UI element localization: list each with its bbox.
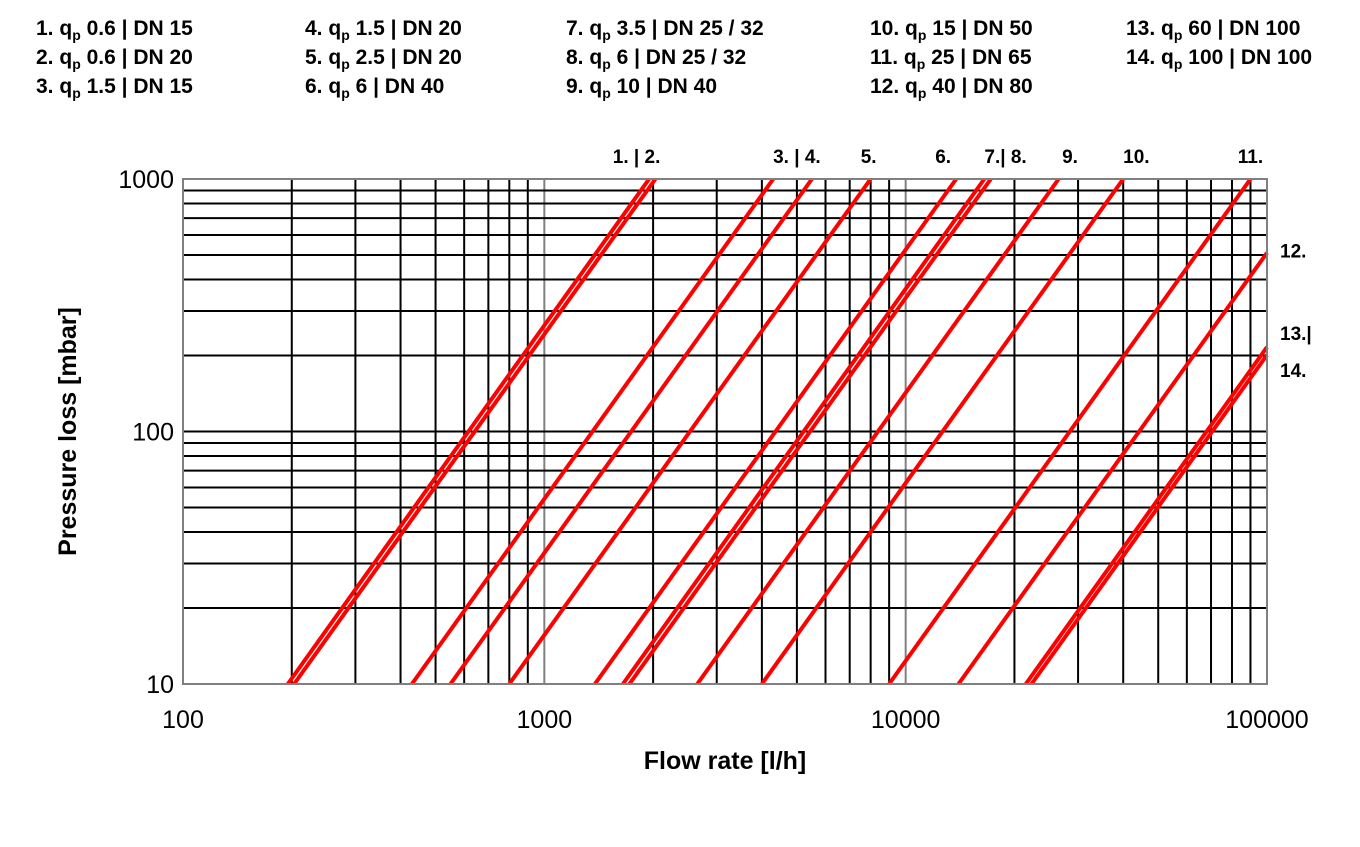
- series-line-8: [627, 177, 993, 686]
- series-line-13: [1024, 345, 1269, 686]
- axis-ticks: 100 1000 10000 100000 10 100 1000: [118, 166, 1308, 734]
- legend-item: 13. qp 60 | DN 100: [1126, 17, 1301, 43]
- legend-column-2: 4. qp 1.5 | DN 20 5. qp 2.5 | DN 20 6. q…: [305, 14, 462, 101]
- legend-item: 10. qp 15 | DN 50: [870, 17, 1033, 43]
- legend-item: 8. qp 6 | DN 25 / 32: [566, 46, 747, 72]
- series-line-4: [448, 177, 814, 686]
- legend-item: 2. qp 0.6 | DN 20: [36, 46, 193, 72]
- series-line-7: [621, 177, 986, 686]
- legend-item: 7. qp 3.5 | DN 25 / 32: [566, 17, 764, 43]
- curve-label: 12.: [1280, 242, 1306, 263]
- legend-column-1: 1. qp 0.6 | DN 15 2. qp 0.6 | DN 20 3. q…: [36, 14, 193, 101]
- legend-item: 3. qp 1.5 | DN 15: [36, 75, 193, 101]
- series-line-6: [593, 177, 958, 686]
- x-axis-title: Flow rate [l/h]: [644, 747, 807, 775]
- legend-item: 5. qp 2.5 | DN 20: [305, 46, 462, 72]
- series-line-10: [760, 177, 1125, 686]
- legend-item: 6. qp 6 | DN 40: [305, 75, 445, 101]
- legend-item: 14. qp 100 | DN 100: [1126, 46, 1313, 72]
- y-axis-title: Pressure loss [mbar]: [54, 307, 82, 556]
- curve-label: 11.: [1238, 147, 1263, 168]
- series-line-1: [286, 177, 651, 686]
- curve-label: 10.: [1123, 147, 1149, 168]
- y-tick-label: 10: [146, 671, 174, 699]
- curve-label: 13.|: [1280, 324, 1312, 345]
- legend-item: 9. qp 10 | DN 40: [566, 75, 718, 101]
- series-line-9: [695, 177, 1061, 686]
- legend-column-3: 7. qp 3.5 | DN 25 / 32 8. qp 6 | DN 25 /…: [566, 14, 764, 101]
- series-line-12: [956, 251, 1269, 686]
- plot-area-border: [182, 178, 1268, 685]
- curve-label: 6.: [935, 147, 951, 168]
- curve-label: 1. | 2.: [613, 147, 661, 168]
- legend-item: 12. qp 40 | DN 80: [870, 75, 1033, 101]
- y-tick-label: 100: [132, 419, 174, 447]
- x-tick-label: 1000: [517, 706, 573, 734]
- curve-label: 3. | 4.: [773, 147, 821, 168]
- series-line-3: [410, 177, 775, 686]
- curve-label: 7.| 8.: [984, 147, 1026, 168]
- x-tick-label: 100: [162, 706, 204, 734]
- series-line-14: [1029, 353, 1269, 686]
- series-layer: [286, 177, 1269, 686]
- curve-label: 5.: [861, 147, 877, 168]
- y-tick-label: 1000: [118, 166, 174, 194]
- x-tick-label: 10000: [871, 706, 941, 734]
- legend: 1. qp 0.6 | DN 15 2. qp 0.6 | DN 20 3. q…: [0, 14, 1360, 104]
- legend-item: 4. qp 1.5 | DN 20: [305, 17, 462, 43]
- series-line-2: [292, 177, 658, 686]
- curve-label: 9.: [1062, 147, 1078, 168]
- series-line-11: [887, 177, 1253, 686]
- legend-column-4: 10. qp 15 | DN 50 11. qp 25 | DN 65 12. …: [870, 14, 1033, 101]
- legend-column-5: 13. qp 60 | DN 100 14. qp 100 | DN 100: [1126, 14, 1312, 72]
- legend-item: 11. qp 25 | DN 65: [870, 46, 1032, 72]
- grid: [183, 179, 1267, 684]
- x-tick-label: 100000: [1225, 706, 1308, 734]
- legend-item: 1. qp 0.6 | DN 15: [36, 17, 193, 43]
- curve-labels: 1. | 2. 3. | 4. 5. 6. 7.| 8. 9. 10. 11. 12. 13.| 1…: [613, 147, 1312, 382]
- series-line-5: [507, 177, 873, 686]
- curve-label: 14.: [1280, 361, 1306, 382]
